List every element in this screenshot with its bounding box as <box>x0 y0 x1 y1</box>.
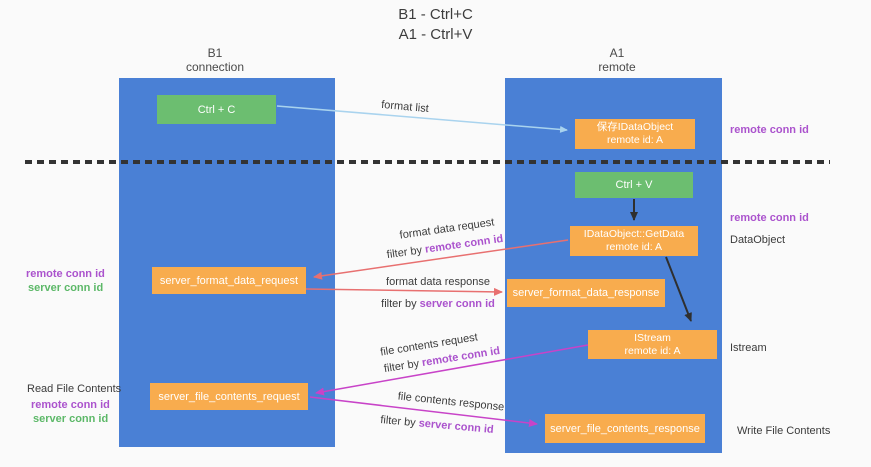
page-title: B1 - Ctrl+C A1 - Ctrl+V <box>0 5 871 45</box>
save-idataobject-line1: 保存IDataObject <box>596 121 674 133</box>
lane-b1-name: B1 <box>207 46 223 60</box>
label-legend-server-2: server conn id <box>33 413 109 425</box>
label-remote-conn-id-mid: remote conn id <box>730 212 809 224</box>
label-file-contents-response: file contents response <box>397 390 505 414</box>
label-remote-conn-id-top: remote conn id <box>730 124 809 136</box>
getdata-line1: IDataObject::GetData <box>583 228 685 240</box>
label-dataobject: DataObject <box>730 234 786 246</box>
label-read-file-contents: Read File Contents <box>27 383 122 395</box>
phase-separator-dashed-line <box>25 160 830 164</box>
ctrl-v-label: Ctrl + V <box>615 179 653 191</box>
lane-header-a1: A1 remote <box>537 46 697 74</box>
istream-line1: IStream <box>634 331 671 344</box>
getdata-line2: remote id: A <box>605 241 663 253</box>
title-line-1: B1 - Ctrl+C <box>398 6 473 23</box>
arrow-format-data-response <box>305 287 503 296</box>
node-server-file-contents-response: server_file_contents_response <box>545 414 705 443</box>
node-ctrl-c: Ctrl + C <box>157 95 276 124</box>
label-write-file-contents: Write File Contents <box>737 425 831 437</box>
label-format-data-response: format data response <box>386 276 490 288</box>
save-idataobject-line2: remote id: A <box>606 134 664 146</box>
server-file-contents-request-label: server_file_contents_request <box>158 390 300 403</box>
label-istream: Istream <box>730 342 767 354</box>
node-ctrl-v: Ctrl + V <box>575 172 693 198</box>
lane-a1-role: remote <box>598 60 636 74</box>
node-idataobject-getdata: IDataObject::GetData remote id: A <box>570 226 698 256</box>
lane-b1-role: connection <box>185 60 245 74</box>
node-istream: IStream remote id: A <box>588 330 717 359</box>
istream-line2: remote id: A <box>624 344 681 357</box>
title-line-2: A1 - Ctrl+V <box>398 26 473 43</box>
lane-a1-name: A1 <box>609 46 625 60</box>
ctrl-c-label: Ctrl + C <box>197 103 236 116</box>
label-legend-remote-2: remote conn id <box>31 399 110 411</box>
label-format-list: format list <box>380 98 430 116</box>
label-filter-server-2: filter by server conn id <box>379 414 495 436</box>
label-legend-server-1: server conn id <box>28 282 104 294</box>
node-server-format-data-response: server_format_data_response <box>507 279 665 307</box>
server-format-data-response-label: server_format_data_response <box>512 287 660 299</box>
label-filter-server-1: filter by server conn id <box>381 298 495 310</box>
node-server-file-contents-request: server_file_contents_request <box>150 383 308 410</box>
lane-header-b1: B1 connection <box>135 46 295 74</box>
node-server-format-data-request: server_format_data_request <box>152 267 306 294</box>
server-file-contents-response-label: server_file_contents_response <box>550 422 700 435</box>
server-format-data-request-label: server_format_data_request <box>159 274 299 287</box>
label-legend-remote-1: remote conn id <box>26 268 105 280</box>
node-save-idataobject: 保存IDataObject remote id: A <box>575 119 695 149</box>
